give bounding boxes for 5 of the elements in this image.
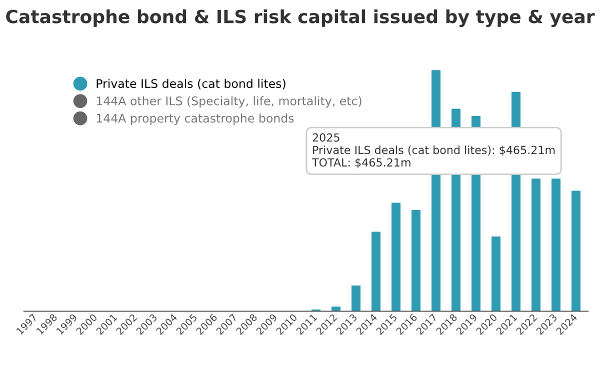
annotation: 144A other ILS (Specialty, life, mortality, etc) — [96, 96, 362, 108]
annotation: 144A property catastrophe bonds — [96, 114, 294, 125]
annotation: 2025 Private ILS deals (cat bond lites): $465.21m TOTAL: $465.21m — [312, 133, 555, 168]
legend-label: Private ILS deals (cat bond lites) — [96, 78, 286, 90]
chart-title: Catastrophe bond & ILS risk capital issued by type & year — [6, 9, 595, 27]
